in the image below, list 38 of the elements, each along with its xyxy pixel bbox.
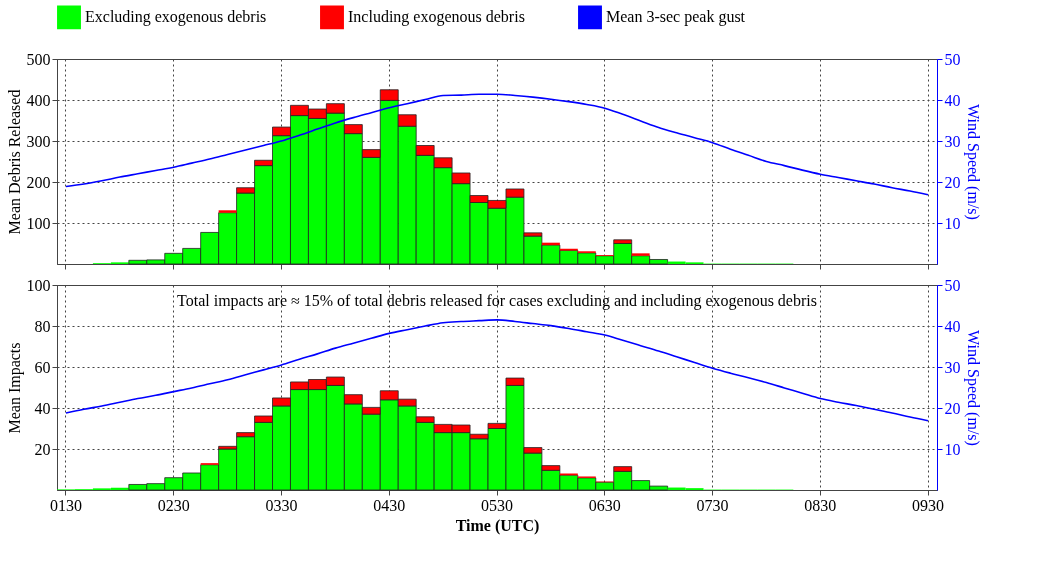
y2-tick-label: 20 [944,399,961,417]
y2-tick-label: 20 [944,173,961,191]
x-tick-label: 0330 [265,496,298,514]
y-tick-label: 100 [26,276,51,294]
y2-tick-label: 50 [944,50,961,68]
y-axis-title: Mean Debris Released [5,89,23,235]
y2-tick-label: 30 [944,358,961,376]
y-tick-label: 300 [26,132,51,150]
x-tick-label: 0530 [481,496,513,514]
y2-tick-label: 40 [944,91,961,109]
legend-label: Mean 3-sec peak gust [606,8,746,27]
x-tick-label: 0430 [373,496,406,514]
x-axis-title: Time (UTC) [455,516,540,535]
x-tick-label: 0830 [804,496,837,514]
annotation: Total impacts are ≈ 15% of total debris released for cases excluding and including exogenous debris [177,292,817,310]
y-axis-title: Mean Impacts [5,342,24,434]
legend-label: Including exogenous debris [348,8,525,27]
y-tick-label: 500 [26,50,51,68]
y2-tick-label: 10 [944,214,961,232]
y-tick-label: 200 [26,173,51,191]
x-tick-label: 0130 [49,496,82,514]
x-tick-label: 0930 [912,496,945,514]
y-tick-label: 80 [34,317,51,335]
y-tick-label: 40 [34,399,51,417]
y2-tick-label: 30 [944,132,961,150]
x-tick-label: 0630 [588,496,621,514]
y2-tick-label: 40 [944,317,961,335]
legend-label: Excluding exogenous debris [85,8,267,27]
y-tick-label: 400 [26,91,51,109]
y2-axis-title: Wind Speed (m/s) [963,104,982,220]
x-tick-label: 0730 [696,496,729,514]
y2-tick-label: 50 [944,276,961,294]
y-tick-label: 100 [26,214,51,232]
x-tick-label: 0230 [157,496,190,514]
y2-axis-title: Wind Speed (m/s) [963,330,982,446]
y2-tick-label: 10 [944,440,961,458]
y-tick-label: 20 [34,440,51,458]
y-tick-label: 60 [34,358,51,376]
